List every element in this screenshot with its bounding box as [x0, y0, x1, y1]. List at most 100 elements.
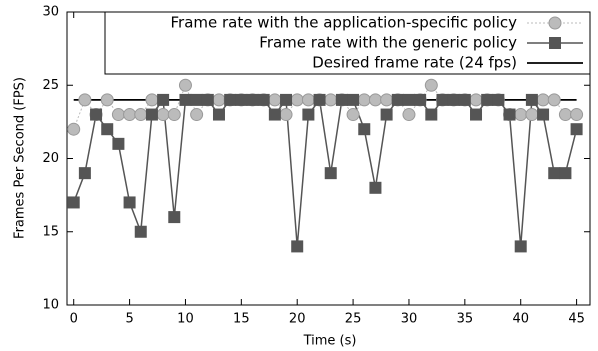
point [291, 240, 304, 253]
point [414, 93, 427, 106]
y-tick-label: 30 [42, 5, 59, 20]
point [346, 108, 360, 122]
point [470, 108, 483, 121]
point [380, 93, 394, 107]
point [201, 93, 214, 106]
point [469, 93, 483, 107]
point [447, 93, 460, 106]
point [212, 93, 226, 107]
x-tick-label: 40 [512, 312, 529, 327]
point [178, 78, 192, 92]
point [302, 108, 315, 121]
point [190, 108, 204, 122]
point [357, 93, 371, 107]
point [536, 93, 550, 107]
y-tick-label: 15 [42, 224, 59, 239]
point [570, 108, 584, 122]
x-tick-label: 35 [457, 312, 474, 327]
point [145, 93, 159, 107]
point [358, 123, 371, 136]
point [558, 108, 572, 122]
y-tick-label: 25 [42, 78, 59, 93]
legend-marker [548, 16, 562, 30]
point [324, 167, 337, 180]
point [156, 108, 170, 122]
point [179, 93, 192, 106]
point [547, 93, 561, 107]
point [347, 93, 360, 106]
x-tick-label: 20 [289, 312, 306, 327]
point [425, 108, 438, 121]
point [525, 93, 538, 106]
point [134, 108, 148, 122]
point [280, 93, 293, 106]
point [257, 93, 270, 106]
point [78, 93, 92, 107]
point [279, 108, 293, 122]
point [514, 108, 528, 122]
point [537, 108, 550, 121]
point [402, 108, 416, 122]
point [559, 167, 572, 180]
x-tick-label: 0 [70, 312, 78, 327]
point [246, 93, 259, 106]
point [368, 93, 382, 107]
point [112, 137, 125, 150]
legend-label: Desired frame rate (24 fps) [312, 54, 517, 72]
x-tick-label: 5 [125, 312, 133, 327]
point [424, 78, 438, 92]
x-tick-label: 10 [177, 312, 194, 327]
point [525, 108, 539, 122]
point [268, 93, 282, 107]
point [402, 93, 415, 106]
point [436, 93, 449, 106]
point [268, 108, 281, 121]
point [481, 93, 494, 106]
legend-marker [549, 37, 561, 49]
legend-box [104, 11, 591, 75]
point [67, 122, 81, 136]
point [190, 93, 203, 106]
point [167, 108, 181, 122]
point [570, 123, 583, 136]
point [157, 93, 170, 106]
point [514, 240, 527, 253]
point [111, 108, 125, 122]
point [168, 211, 181, 224]
point [313, 93, 326, 106]
x-axis-label: Time (s) [303, 334, 357, 349]
legend-label: Frame rate with the generic policy [259, 34, 517, 52]
point [324, 93, 338, 107]
point [503, 108, 516, 121]
y-tick-label: 20 [42, 151, 59, 166]
point [369, 181, 382, 194]
point [78, 167, 91, 180]
point [123, 196, 136, 209]
legend-label: Frame rate with the application-specific… [171, 14, 518, 32]
point [391, 93, 404, 106]
point [548, 167, 561, 180]
x-tick-label: 25 [345, 312, 362, 327]
point [100, 93, 114, 107]
point [101, 123, 114, 136]
x-tick-label: 30 [401, 312, 418, 327]
point [224, 93, 237, 106]
point [235, 93, 248, 106]
point [335, 93, 348, 106]
point [290, 93, 304, 107]
series-line [73, 83, 577, 130]
point [67, 196, 80, 209]
y-tick-label: 10 [42, 298, 59, 313]
y-axis-label: Frames Per Second (FPS) [13, 77, 28, 239]
point [380, 108, 393, 121]
point [492, 93, 505, 106]
point [301, 93, 315, 107]
point [134, 225, 147, 238]
point [90, 108, 103, 121]
x-tick-label: 15 [233, 312, 250, 327]
point [123, 108, 137, 122]
point [458, 93, 471, 106]
point [145, 108, 158, 121]
x-tick-label: 45 [568, 312, 585, 327]
